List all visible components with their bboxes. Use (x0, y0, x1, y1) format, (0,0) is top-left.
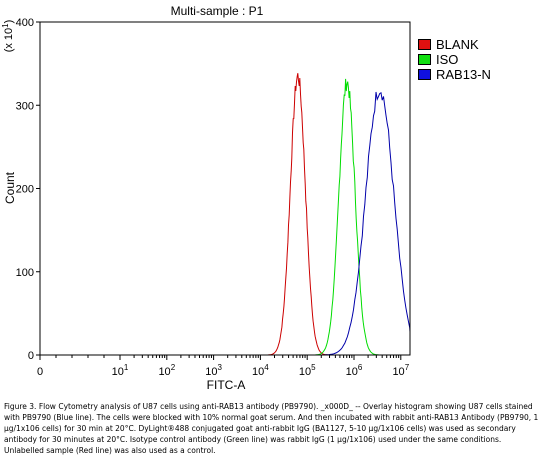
legend-swatch-blank (418, 39, 431, 50)
y-tick-label: 0 (28, 350, 34, 362)
legend-item-rab13: RAB13-N (418, 67, 491, 82)
legend-label-blank: BLANK (436, 37, 479, 52)
x-tick-label: 0 (37, 366, 43, 378)
histogram-plot: Multi-sample : P1 Count (x 101) FITC-A 0… (1, 4, 411, 392)
x-tick-label: 104 (252, 363, 269, 378)
legend-item-iso: ISO (418, 52, 491, 67)
plot-frame (39, 21, 411, 356)
y-tick-label: 100 (16, 267, 34, 279)
x-axis-ticks: 0 101 102 103 104 105 106 107 (37, 355, 410, 378)
x-tick-label: 107 (392, 363, 409, 378)
legend: BLANK ISO RAB13-N (418, 37, 491, 82)
legend-swatch-rab13 (418, 69, 431, 80)
legend-item-blank: BLANK (418, 37, 491, 52)
series-line-rab13-n (323, 91, 411, 356)
y-tick-label: 200 (16, 184, 34, 196)
y-axis-title: Count (3, 171, 17, 204)
x-tick-label: 105 (299, 363, 316, 378)
x-axis-title: FITC-A (207, 378, 246, 392)
x-tick-label: 102 (158, 363, 175, 378)
series-line-blank (267, 73, 328, 356)
histogram-curves (267, 73, 411, 356)
figure-caption: Figure 3. Flow Cytometry analysis of U87… (4, 401, 542, 456)
caption-text: Figure 3. Flow Cytometry analysis of U87… (4, 402, 539, 455)
x-tick-label: 103 (205, 363, 222, 378)
legend-label-rab13: RAB13-N (436, 67, 491, 82)
series-line-iso (315, 78, 379, 356)
y-tick-label: 300 (16, 100, 34, 112)
y-tick-label: 400 (16, 17, 34, 29)
x-tick-label: 101 (112, 363, 129, 378)
y-scale-note: (x 101) (1, 20, 15, 53)
chart-title: Multi-sample : P1 (171, 4, 264, 18)
legend-label-iso: ISO (436, 52, 459, 67)
x-tick-label: 106 (346, 363, 363, 378)
y-axis-ticks: 0 100 200 300 400 (16, 17, 40, 362)
legend-swatch-iso (418, 54, 431, 65)
